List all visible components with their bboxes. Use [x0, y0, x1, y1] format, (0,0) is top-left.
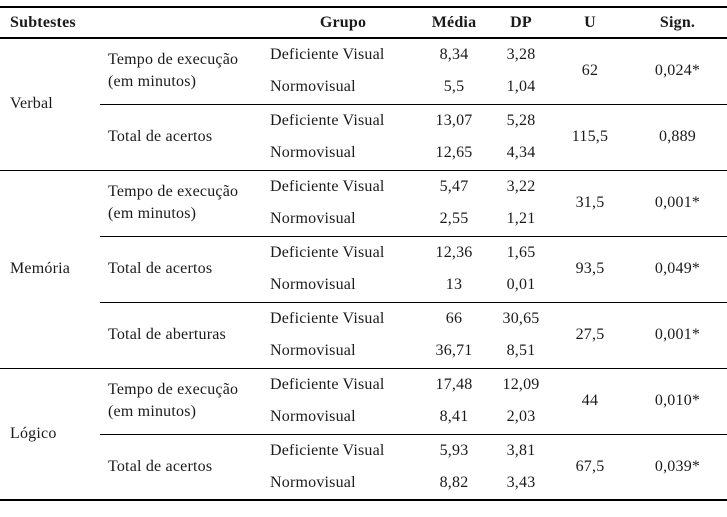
table-row: Normovisual 13 0,01	[0, 269, 727, 302]
group-cell: Normovisual	[270, 342, 356, 360]
group-cell: Deficiente Visual	[268, 367, 418, 401]
sd-value: 3,22	[490, 169, 552, 203]
measure-label: Tempo de execução (em minutos)	[100, 367, 268, 434]
table-row: Verbal Tempo de execução (em minutos) De…	[0, 37, 727, 170]
table-row: Memória Tempo de execução (em minutos) D…	[0, 169, 727, 368]
group-cell: Deficiente Visual	[268, 235, 418, 269]
sd-value: 0,01	[506, 276, 536, 294]
table-row: Total de acertos Deficiente Visual 12,36…	[0, 235, 727, 302]
mean-value: 13	[445, 276, 463, 294]
header-dp: DP	[490, 7, 552, 39]
mean-value: 66	[418, 301, 490, 335]
sd-value: 4,34	[506, 144, 536, 162]
sig-value: 0,049*	[628, 235, 727, 302]
measure-label: Total de acertos	[100, 433, 268, 500]
measure-label: Tempo de execução (em minutos)	[100, 37, 268, 104]
group-cell: Deficiente Visual	[268, 37, 418, 71]
u-value: 31,5	[552, 169, 628, 236]
table-row: Normovisual 2,55 1,21	[0, 203, 727, 236]
header-subtestes: Subtestes	[0, 7, 268, 39]
header-u: U	[552, 7, 628, 39]
measure-label: Total de acertos	[100, 103, 268, 170]
mean-value: 5,5	[443, 78, 465, 96]
mean-value: 36,71	[435, 342, 473, 360]
header-sign: Sign.	[628, 7, 727, 39]
sd-value: 3,81	[490, 433, 552, 467]
u-value: 115,5	[552, 103, 628, 170]
sig-value: 0,001*	[628, 301, 727, 368]
sig-value: 0,001*	[628, 169, 727, 236]
sd-value: 3,43	[506, 474, 536, 491]
table-row: Normovisual 8,41 2,03	[0, 401, 727, 434]
sd-value: 8,51	[506, 342, 536, 360]
mean-value: 5,47	[418, 169, 490, 203]
mean-value: 12,36	[418, 235, 490, 269]
sd-value: 5,28	[490, 103, 552, 137]
header-row: Subtestes Grupo Média DP U Sign.	[0, 7, 727, 39]
sig-value: 0,024*	[628, 37, 727, 104]
mean-value: 12,65	[435, 144, 473, 162]
group-cell: Deficiente Visual	[268, 301, 418, 335]
subtest-cell: Verbal	[0, 37, 100, 170]
sd-value: 30,65	[490, 301, 552, 335]
subtest-cell: Memória	[0, 169, 100, 368]
table-row: Normovisual 36,71 8,51	[0, 335, 727, 368]
group-cell: Normovisual	[270, 210, 356, 228]
table-row: Total de acertos Deficiente Visual 5,93 …	[0, 433, 727, 500]
group-cell: Normovisual	[270, 144, 356, 162]
sig-value: 0,010*	[628, 367, 727, 434]
mean-value: 8,82	[439, 474, 469, 491]
sd-value: 3,28	[490, 37, 552, 71]
mean-value: 8,34	[418, 37, 490, 71]
group-cell: Normovisual	[270, 78, 356, 96]
group-cell: Deficiente Visual	[268, 103, 418, 137]
sd-value: 1,21	[506, 210, 536, 228]
table-row: Normovisual 12,65 4,34	[0, 137, 727, 170]
sig-value: 0,889	[628, 103, 727, 170]
mean-value: 13,07	[418, 103, 490, 137]
subtest-cell: Lógico	[0, 367, 100, 500]
u-value: 44	[552, 367, 628, 434]
table-row: Total de aberturas Deficiente Visual 66 …	[0, 301, 727, 368]
table-row: Normovisual 8,82 3,43	[0, 467, 727, 500]
group-cell: Normovisual	[270, 408, 356, 426]
group-cell: Normovisual	[270, 276, 356, 294]
mean-value: 17,48	[418, 367, 490, 401]
sig-value: 0,039*	[628, 433, 727, 500]
mean-value: 8,41	[439, 408, 469, 426]
sd-value: 1,65	[490, 235, 552, 269]
group-cell: Deficiente Visual	[268, 433, 418, 467]
group-cell: Normovisual	[270, 474, 356, 491]
u-value: 62	[552, 37, 628, 104]
measure-label: Total de aberturas	[100, 301, 268, 368]
u-value: 93,5	[552, 235, 628, 302]
u-value: 67,5	[552, 433, 628, 500]
table-row: Total de acertos Deficiente Visual 13,07…	[0, 103, 727, 170]
header-media: Média	[418, 7, 490, 39]
table-row: Normovisual 5,5 1,04	[0, 71, 727, 104]
u-value: 27,5	[552, 301, 628, 368]
sd-value: 2,03	[506, 408, 536, 426]
group-cell: Deficiente Visual	[268, 169, 418, 203]
header-grupo: Grupo	[268, 7, 418, 39]
sd-value: 1,04	[506, 78, 536, 96]
mean-value: 5,93	[418, 433, 490, 467]
sd-value: 12,09	[490, 367, 552, 401]
results-table: Subtestes Grupo Média DP U Sign. Verbal …	[0, 6, 727, 501]
measure-label: Tempo de execução (em minutos)	[100, 169, 268, 236]
table-row: Lógico Tempo de execução (em minutos) De…	[0, 367, 727, 500]
measure-label: Total de acertos	[100, 235, 268, 302]
mean-value: 2,55	[439, 210, 469, 228]
